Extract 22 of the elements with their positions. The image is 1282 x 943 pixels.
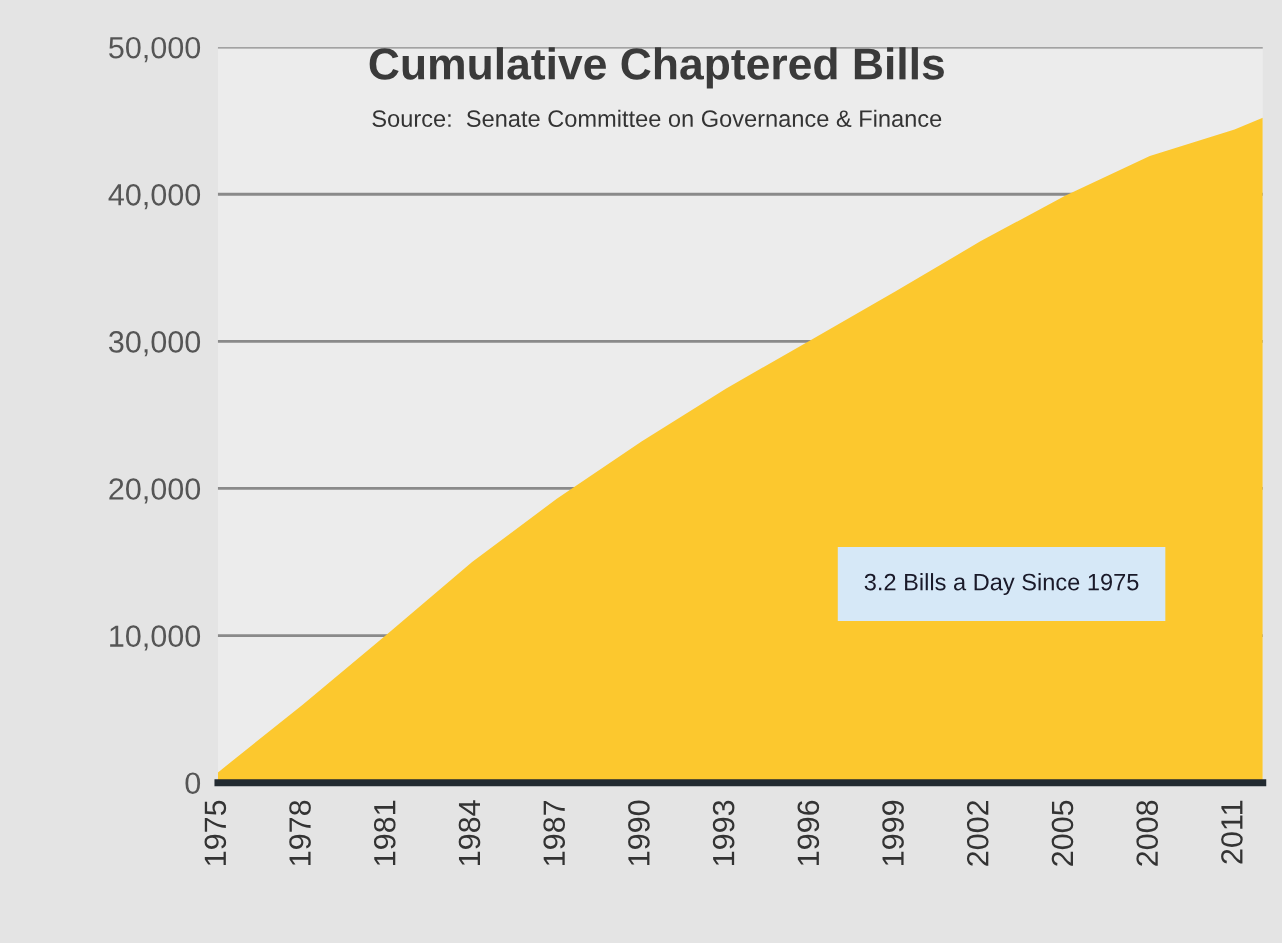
- x-tick-label: 1975: [204, 800, 227, 865]
- x-tick-label: 1990: [628, 800, 650, 865]
- x-tick-label: 1981: [373, 800, 396, 865]
- x-tick-label: 2005: [1051, 800, 1074, 866]
- x-tick-label: 1984: [458, 800, 481, 865]
- y-tick-label: 0: [185, 772, 201, 795]
- annotation: 3.2 Bills a Day Since 1975: [864, 573, 1139, 596]
- x-tick-label: 1999: [882, 800, 904, 865]
- y-tick-label: 50,000: [109, 36, 201, 63]
- y-tick-label: 10,000: [110, 625, 201, 651]
- x-tick-label: 1987: [543, 800, 566, 865]
- y-tick-label: 30,000: [108, 331, 201, 357]
- x-tick-label: 1993: [712, 800, 735, 865]
- chart-title: Cumulative Chaptered Bills: [369, 47, 944, 89]
- text: Source: Senate Committee on Governance & Finance: [372, 109, 942, 128]
- x-tick-label: 2008: [1136, 800, 1159, 866]
- x-tick-label: 2002: [966, 800, 989, 866]
- y-tick-label: 20,000: [109, 478, 201, 504]
- x-tick-label: 1996: [797, 800, 820, 865]
- y-tick-label: 40,000: [108, 183, 201, 210]
- x-tick-label: 2011: [1221, 800, 1243, 864]
- x-tick-label: 1978: [289, 800, 311, 865]
